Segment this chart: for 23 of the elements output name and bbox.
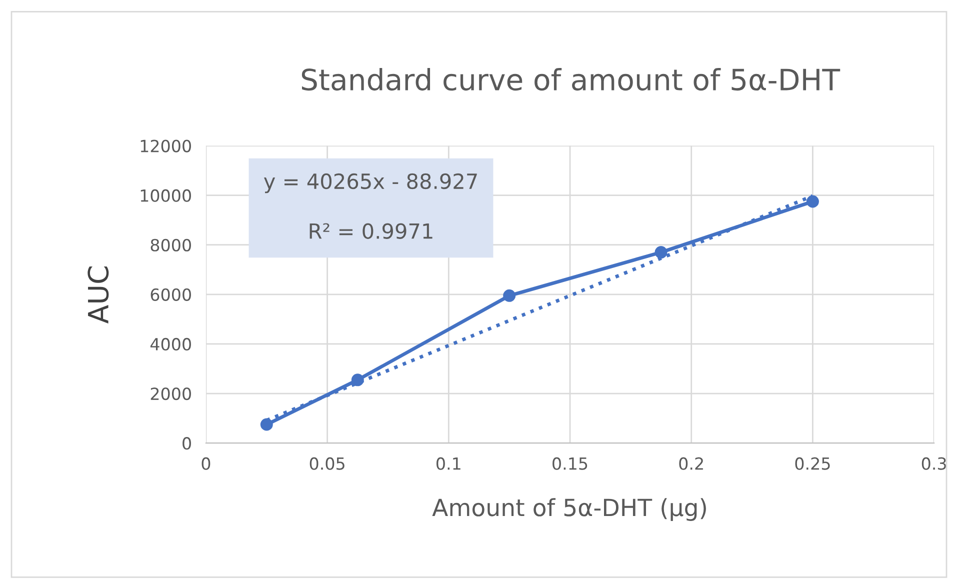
y-tick-label: 12000 [140,140,191,152]
y-axis-title: AUC [88,266,109,324]
y-tick-label: 0 [182,437,191,450]
point [654,246,668,259]
y-tick-label: 10000 [140,189,191,202]
y-tick-label: 6000 [150,288,191,301]
x-axis-title: Amount of 5α-DHT (μg) [432,498,706,521]
x-tick-label: 0.05 [310,457,344,470]
x-tick-label: 0 [202,457,210,470]
x-tick-label: 0.1 [436,457,460,470]
point [806,195,819,208]
annotation: R² = 0.9971 [310,223,432,239]
y-tick-label: 8000 [150,238,191,252]
x-tick-label: 0.25 [795,457,830,470]
annotation: y = 40265x - 88.927 [264,173,477,194]
x-tick-label: 0.3 [922,457,946,470]
y-tick-label: 2000 [150,387,191,400]
point [503,289,516,302]
y-tick-label: 4000 [150,338,191,351]
point [260,418,273,431]
x-tick-label: 0.2 [679,457,703,470]
chart-title: Standard curve of amount of 5α-DHT [302,68,840,91]
x-tick-label: 0.15 [552,457,588,470]
